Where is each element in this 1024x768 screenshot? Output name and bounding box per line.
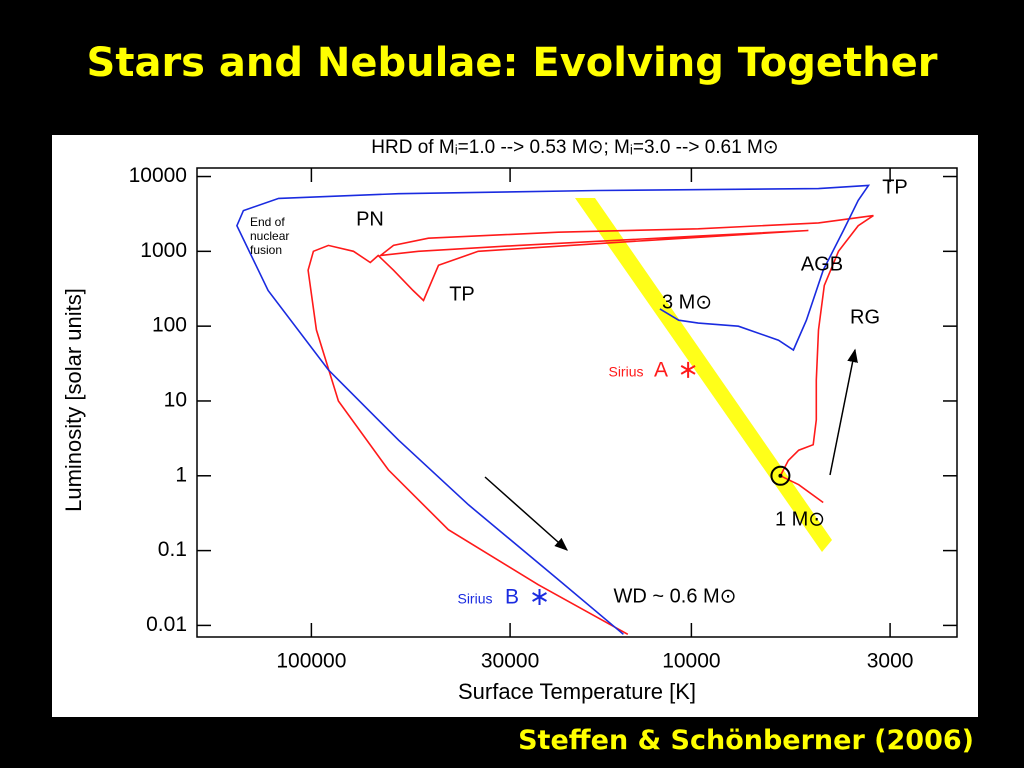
plot-frame bbox=[196, 167, 958, 638]
y-tick-label: 0.01 bbox=[146, 613, 187, 636]
sun-dot bbox=[778, 473, 783, 478]
arrow bbox=[829, 348, 858, 476]
y-axis-label: Luminosity [solar units] bbox=[61, 288, 86, 512]
y-tick-label: 100 bbox=[152, 314, 187, 337]
x-tick-label: 10000 bbox=[662, 650, 720, 673]
annotation: AGB bbox=[801, 253, 843, 275]
x-tick-label: 3000 bbox=[867, 650, 914, 673]
annotation: WD ~ 0.6 M⊙ bbox=[614, 585, 737, 607]
annotation: nuclear bbox=[250, 229, 289, 243]
y-tick-label: 0.1 bbox=[158, 538, 187, 561]
annotation: 1 M⊙ bbox=[775, 508, 825, 530]
credit: Steffen & Schönberner (2006) bbox=[518, 725, 974, 756]
track-line bbox=[236, 184, 871, 635]
chart-title: HRD of Mᵢ=1.0 --> 0.53 M⊙; Mᵢ=3.0 --> 0.… bbox=[371, 137, 778, 158]
annotation: Sirius bbox=[608, 364, 643, 380]
x-axis-label: Surface Temperature [K] bbox=[458, 679, 696, 704]
chart-background bbox=[52, 135, 978, 717]
star-marker bbox=[532, 588, 547, 605]
plot bbox=[236, 184, 874, 635]
annotation: B bbox=[505, 586, 519, 609]
annotation: PN bbox=[356, 208, 384, 230]
x-tick-label: 100000 bbox=[276, 650, 346, 673]
annotation: A bbox=[654, 359, 668, 382]
track-line bbox=[307, 214, 874, 635]
sun-marker bbox=[770, 465, 791, 486]
annotation: TP bbox=[882, 176, 908, 198]
annotation: End of bbox=[250, 215, 285, 229]
y-tick-label: 10 bbox=[164, 389, 187, 412]
y-tick-label: 1000 bbox=[140, 239, 187, 262]
x-tick-label: 30000 bbox=[481, 650, 539, 673]
annotation: TP bbox=[449, 283, 475, 305]
slide-title: Stars and Nebulae: Evolving Together bbox=[86, 40, 938, 86]
annotation: fusion bbox=[250, 243, 282, 257]
arrow bbox=[484, 476, 569, 551]
annotation: RG bbox=[850, 306, 880, 328]
star-marker bbox=[680, 361, 696, 378]
main-sequence-band bbox=[575, 198, 832, 552]
annotation: 3 M⊙ bbox=[662, 291, 712, 313]
y-tick-label: 1 bbox=[175, 463, 187, 486]
y-tick-label: 10000 bbox=[129, 164, 187, 187]
sun-ring bbox=[770, 465, 791, 486]
annotation: Sirius bbox=[457, 591, 492, 607]
